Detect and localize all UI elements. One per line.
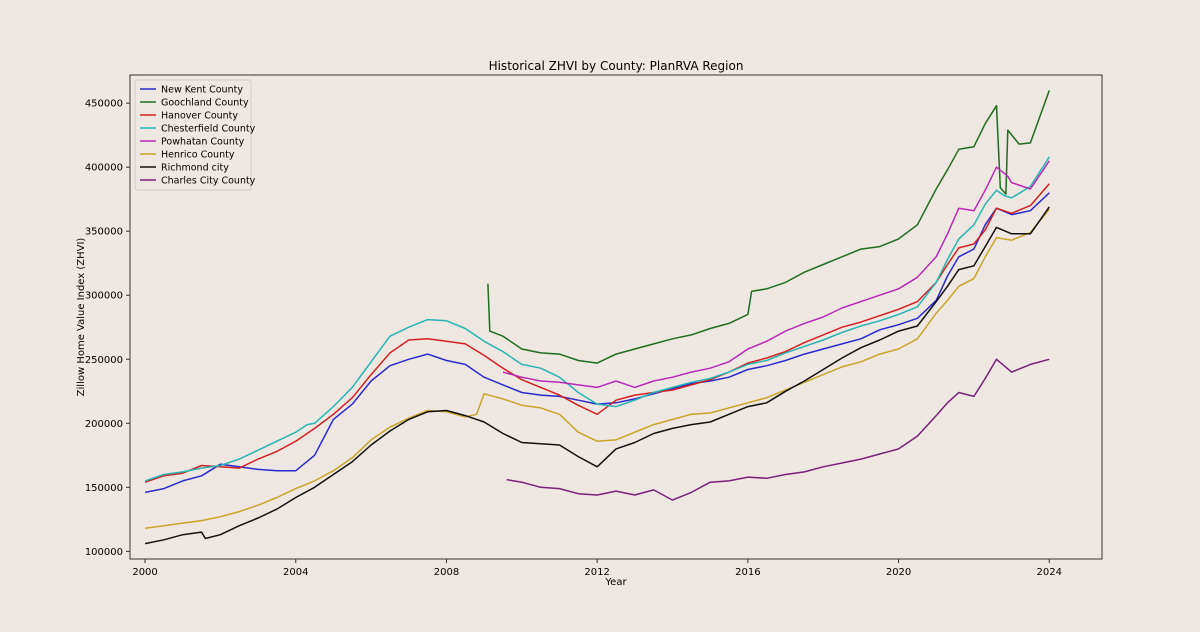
legend-entry: Goochland County: [161, 98, 249, 109]
y-tick-label: 300000: [85, 291, 123, 302]
series-line-richmond-city: [144, 206, 1050, 545]
legend-entry: New Kent County: [161, 85, 243, 96]
legend-entry: Powhatan County: [161, 137, 245, 148]
legend-entry: Chesterfield County: [161, 124, 256, 135]
legend-entry: Charles City County: [161, 176, 256, 187]
y-axis-label: Zillow Home Value Index (ZHVI): [76, 238, 87, 397]
series-line-new-kent-county: [144, 192, 1050, 494]
y-tick-label: 350000: [85, 227, 123, 238]
series-line-hanover-county: [144, 183, 1050, 483]
y-tick-label: 200000: [85, 419, 123, 430]
x-tick-label: 2008: [434, 567, 459, 578]
y-tick-label: 400000: [85, 163, 123, 174]
series-line-goochland-county: [487, 90, 1051, 364]
series-line-powhatan-county: [502, 160, 1050, 389]
series-line-chesterfield-county: [144, 156, 1050, 482]
series-lines: [144, 90, 1051, 545]
y-tick-label: 250000: [85, 355, 123, 366]
legend: New Kent County Goochland County Hanover C…: [134, 79, 256, 191]
y-tick-label: 150000: [85, 483, 123, 494]
x-tick-label: 2004: [283, 567, 308, 578]
y-tick-label: 450000: [85, 99, 123, 110]
chart-title: Historical ZHVI by County: PlanRVA Regio…: [489, 59, 744, 73]
x-tick-label: 2020: [886, 567, 911, 578]
y-axis: 100000 150000 200000 250000 300000 350000 4000…: [85, 99, 130, 558]
x-tick-label: 2000: [132, 567, 157, 578]
plot-area: [129, 74, 1103, 560]
y-tick-label: 100000: [85, 547, 123, 558]
legend-box: [134, 79, 252, 191]
series-line-henrico-county: [144, 208, 1050, 530]
legend-entry: Hanover County: [161, 111, 238, 122]
x-tick-label: 2016: [735, 567, 760, 578]
x-axis: 2000 2004 2008 2012 2016 2020 2024: [132, 559, 1062, 578]
legend-entry: Henrico County: [161, 150, 235, 161]
x-tick-label: 2012: [584, 567, 609, 578]
series-line-charles-city-county: [506, 358, 1050, 501]
x-axis-label: Year: [604, 577, 627, 588]
legend-entry: Richmond city: [161, 163, 229, 174]
x-tick-label: 2024: [1037, 567, 1062, 578]
